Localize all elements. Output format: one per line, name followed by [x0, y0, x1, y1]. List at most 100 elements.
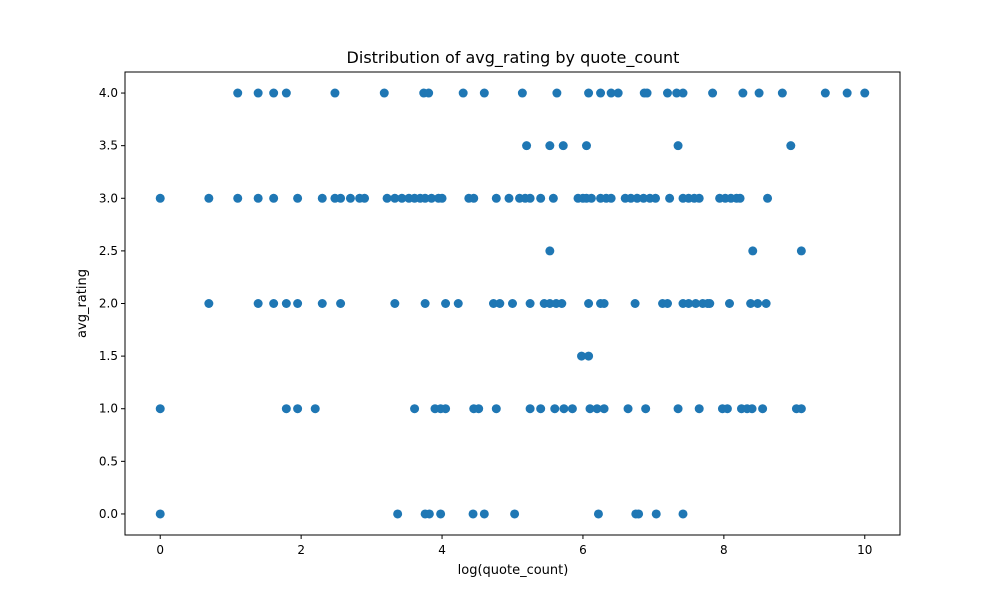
data-point [596, 88, 606, 98]
data-point [586, 193, 596, 203]
data-point [517, 88, 527, 98]
data-point [651, 193, 661, 203]
data-point [204, 299, 214, 308]
data-point [758, 404, 768, 414]
data-point [559, 404, 569, 414]
data-point [510, 509, 520, 519]
data-point [599, 404, 609, 414]
data-point [491, 404, 501, 414]
data-point [738, 88, 748, 98]
data-point [522, 141, 532, 151]
data-point [536, 404, 546, 414]
data-point [552, 88, 562, 98]
data-point [632, 193, 642, 203]
data-point [253, 88, 263, 98]
data-point [269, 299, 279, 308]
data-point [634, 509, 644, 519]
data-point [545, 299, 555, 308]
data-point [753, 299, 763, 308]
y-tick-label: 0.5 [99, 454, 118, 468]
data-point [641, 404, 651, 414]
data-point [479, 509, 489, 519]
data-point [420, 193, 430, 203]
data-point [281, 88, 291, 98]
data-point [293, 404, 303, 414]
data-point [592, 404, 602, 414]
y-axis: 0.0 0.5 1.0 1.5 2.0 2.5 3.0 3.5 4.0 [99, 86, 125, 521]
data-point [623, 404, 633, 414]
data-point [382, 193, 392, 203]
x-axis: 0 2 4 6 8 10 [156, 535, 872, 557]
data-point [491, 193, 501, 203]
data-point [651, 509, 661, 519]
data-point [796, 246, 806, 256]
data-point [722, 404, 732, 414]
data-point [548, 193, 558, 203]
y-tick-label: 0.0 [99, 507, 118, 521]
data-point [584, 299, 594, 308]
data-point [233, 193, 243, 203]
data-point [253, 193, 263, 203]
data-point [390, 193, 400, 203]
data-point [746, 299, 756, 308]
data-point [567, 404, 577, 414]
data-point [424, 88, 434, 98]
data-point [684, 299, 694, 308]
data-point [468, 509, 478, 519]
data-point [269, 193, 279, 203]
data-point [336, 299, 346, 308]
x-tick-label: 10 [857, 543, 872, 557]
data-point [663, 88, 672, 98]
data-point [525, 193, 535, 203]
data-point [545, 246, 555, 256]
data-point [397, 193, 407, 203]
data-point [504, 193, 514, 203]
data-point [708, 88, 718, 98]
data-point [558, 141, 568, 151]
y-tick-label: 2.0 [99, 297, 118, 311]
data-point [469, 193, 479, 203]
data-point [691, 299, 701, 308]
data-point [606, 88, 616, 98]
data-point [673, 141, 683, 151]
x-tick-label: 4 [438, 543, 446, 557]
data-point [420, 299, 430, 308]
data-point [204, 193, 214, 203]
y-tick-label: 2.5 [99, 244, 118, 258]
data-point [436, 509, 446, 519]
data-point [777, 88, 787, 98]
data-point [860, 88, 870, 98]
data-point [842, 88, 852, 98]
data-point [360, 193, 370, 203]
data-point [317, 299, 327, 308]
y-tick-label: 1.5 [99, 349, 118, 363]
data-point [293, 299, 303, 308]
data-point [796, 404, 806, 414]
data-point [525, 299, 535, 308]
data-point [495, 299, 505, 308]
data-point [330, 88, 340, 98]
data-point [694, 404, 704, 414]
data-point [281, 299, 291, 308]
chart-title: Distribution of avg_rating by quote_coun… [347, 48, 680, 68]
y-axis-label: avg_rating [75, 269, 90, 338]
data-point [763, 193, 773, 203]
data-point [584, 88, 594, 98]
data-point [725, 299, 734, 308]
data-point [281, 404, 291, 414]
data-point [474, 404, 484, 414]
y-tick-label: 3.5 [99, 139, 118, 153]
data-point [613, 88, 623, 98]
data-point [747, 404, 757, 414]
data-point [233, 88, 243, 98]
data-point [585, 404, 595, 414]
data-point [393, 509, 403, 519]
data-point [155, 404, 165, 414]
data-point [453, 299, 463, 308]
data-point [390, 299, 400, 308]
data-point [626, 193, 636, 203]
data-point [479, 88, 489, 98]
data-point [317, 193, 327, 203]
data-point [458, 88, 468, 98]
data-point [593, 509, 603, 519]
